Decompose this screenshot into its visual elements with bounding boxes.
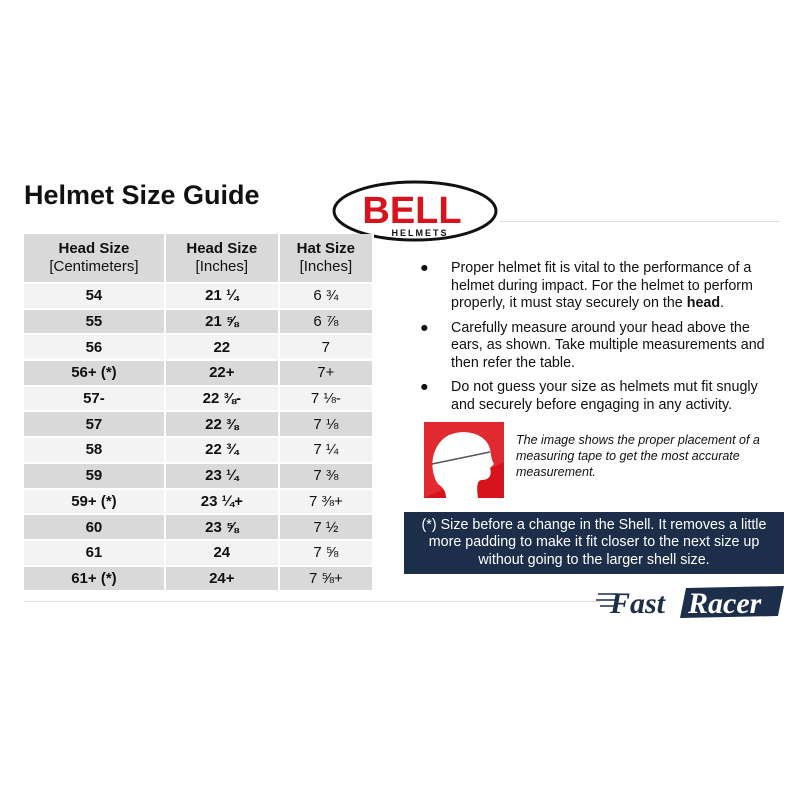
table-cell: 22 ⅜-: [164, 385, 280, 413]
table-cell: 22 ¾: [164, 437, 280, 464]
size-table: Head Size [Centimeters] Head Size [Inches] H…: [24, 234, 375, 593]
table-cell: 61+ (*): [24, 565, 166, 593]
table-cell: 57-: [24, 385, 166, 413]
table-cell: 7 ¼: [278, 437, 375, 464]
shell-note: (*) Size before a change in the Shell. I…: [404, 512, 784, 574]
table-cell: 7 ⅛: [278, 411, 375, 439]
table-cell: 21 ⅝: [164, 308, 280, 336]
table-cell: 61: [24, 539, 166, 567]
table-row: 61+ (*) 24+ 7 ⅝+: [24, 565, 375, 593]
image-caption: The image shows the proper placement of …: [516, 433, 760, 479]
page-title: Helmet Size Guide: [24, 180, 260, 210]
table-cell: 6 ⅞: [278, 308, 375, 336]
table-row: 57- 22 ⅜- 7 ⅛-: [24, 385, 375, 413]
table-cell: 7 ½: [278, 514, 375, 541]
table-cell: 7 ⅝+: [278, 565, 375, 593]
logo-sub: HELMETS: [391, 228, 448, 238]
column-header: Head Size [Centimeters]: [24, 234, 166, 284]
table-row: 56+ (*) 22+ 7+: [24, 360, 375, 387]
bullet-icon: ●: [420, 260, 429, 276]
table-cell: 24+: [164, 565, 280, 593]
table-cell: 23 ⅝: [164, 514, 280, 541]
table-cell: 21 ¼: [164, 283, 280, 310]
svg-text:Racer: Racer: [687, 587, 762, 620]
table-cell: 6 ¾: [278, 283, 375, 310]
table-cell: 56: [24, 334, 166, 362]
table-row: 59+ (*) 23 ¼+ 7 ⅜+: [24, 488, 375, 516]
table-cell: 22 ⅜: [164, 411, 280, 439]
table-cell: 54: [24, 283, 166, 310]
table-cell: 24: [164, 539, 280, 567]
table-cell: 59: [24, 462, 166, 490]
bullet-item: ● Carefully measure around your head abov…: [420, 319, 765, 371]
bullet-item: ● Proper helmet fit is vital to the perfo…: [420, 260, 753, 311]
table-cell: 22+: [164, 360, 280, 387]
head-measure-image: [424, 422, 504, 498]
table-cell: 7+: [278, 360, 375, 387]
bullet-icon: ●: [420, 379, 429, 395]
column-header: Head Size [Inches]: [164, 234, 280, 284]
table-cell: 23 ¼+: [164, 488, 280, 516]
table-cell: 7 ⅝: [278, 539, 375, 567]
table-cell: 55: [24, 308, 166, 336]
fastracer-logo: Fast Racer: [596, 582, 786, 622]
table-cell: 7: [278, 334, 375, 362]
divider-bottom: [24, 601, 600, 602]
divider-top: [500, 221, 780, 222]
table-cell: 7 ⅜+: [278, 488, 375, 516]
table-cell: 60: [24, 514, 166, 541]
table-cell: 7 ⅛-: [278, 385, 375, 413]
table-cell: 23 ¼: [164, 462, 280, 490]
table-cell: 57: [24, 411, 166, 439]
table-cell: 59+ (*): [24, 488, 166, 516]
bell-logo: BELL HELMETS: [332, 180, 498, 242]
bullet-list: ● Proper helmet fit is vital to the perfo…: [420, 260, 780, 421]
table-row: 56 22 7: [24, 334, 375, 362]
table-cell: 56+ (*): [24, 360, 166, 387]
column-header: Hat Size [Inches]: [278, 234, 375, 284]
table-cell: 58: [24, 437, 166, 464]
bullet-item: ● Do not guess your size as helmets mut f…: [420, 379, 758, 413]
table-cell: 22: [164, 334, 280, 362]
table-cell: 7 ⅜: [278, 462, 375, 490]
bullet-icon: ●: [420, 319, 429, 336]
table-row: 61 24 7 ⅝: [24, 539, 375, 567]
svg-text:Fast: Fast: [609, 587, 667, 620]
logo-brand: BELL: [362, 190, 461, 232]
